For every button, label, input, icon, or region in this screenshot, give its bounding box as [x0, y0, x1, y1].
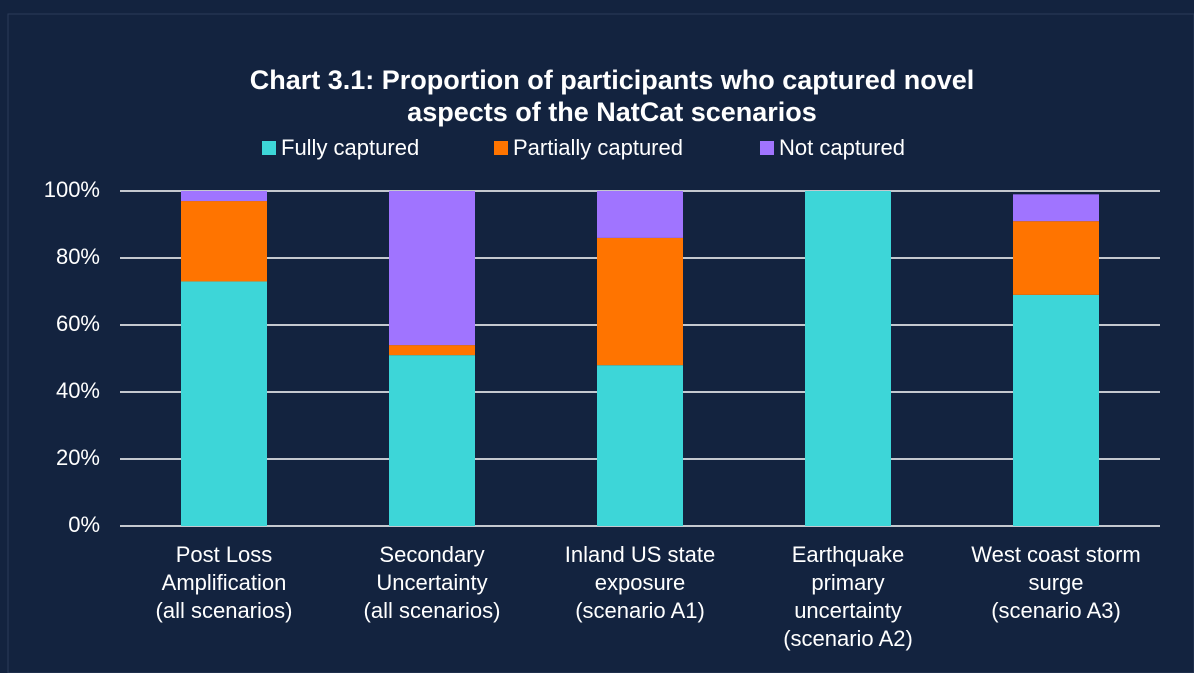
x-tick-label: Uncertainty [376, 570, 487, 595]
bar-segment [389, 191, 475, 346]
legend-label: Partially captured [513, 135, 683, 160]
y-tick-label: 40% [56, 378, 100, 403]
bar-segment [1013, 194, 1099, 222]
x-tick-label: Amplification [162, 570, 287, 595]
legend-swatch [262, 141, 276, 155]
x-tick-label: Inland US state [565, 542, 715, 567]
x-tick-label: Secondary [379, 542, 484, 567]
x-tick-label: (scenario A3) [991, 598, 1121, 623]
x-tick-label: exposure [595, 570, 686, 595]
bar-segment [389, 355, 475, 526]
y-tick-label: 100% [44, 177, 100, 202]
chart-title: Chart 3.1: Proportion of participants wh… [250, 65, 975, 95]
legend-swatch [760, 141, 774, 155]
y-tick-label: 20% [56, 445, 100, 470]
x-tick-label: (all scenarios) [156, 598, 293, 623]
x-tick-label: uncertainty [794, 598, 902, 623]
x-tick-label: Earthquake [792, 542, 905, 567]
frame [7, 13, 1194, 673]
bar-segment [389, 345, 475, 356]
x-tick-label: primary [811, 570, 884, 595]
x-tick-label: West coast storm [971, 542, 1141, 567]
chart-title: aspects of the NatCat scenarios [407, 97, 817, 127]
bar-segment [597, 191, 683, 238]
legend-label: Not captured [779, 135, 905, 160]
bar-segment [597, 237, 683, 366]
legend-swatch [494, 141, 508, 155]
x-tick-label: (scenario A1) [575, 598, 705, 623]
y-tick-label: 60% [56, 311, 100, 336]
x-tick-label: (scenario A2) [783, 626, 913, 651]
y-tick-label: 80% [56, 244, 100, 269]
x-tick-label: Post Loss [176, 542, 273, 567]
bar-segment [1013, 221, 1099, 295]
bar-segment [805, 191, 891, 526]
bar-segment [181, 201, 267, 282]
y-tick-label: 0% [68, 512, 100, 537]
x-tick-label: (all scenarios) [364, 598, 501, 623]
bar-segment [181, 281, 267, 526]
x-tick-label: surge [1028, 570, 1083, 595]
legend-label: Fully captured [281, 135, 419, 160]
bar-segment [597, 365, 683, 526]
bar-segment [181, 191, 267, 202]
bar-segment [1013, 294, 1099, 526]
